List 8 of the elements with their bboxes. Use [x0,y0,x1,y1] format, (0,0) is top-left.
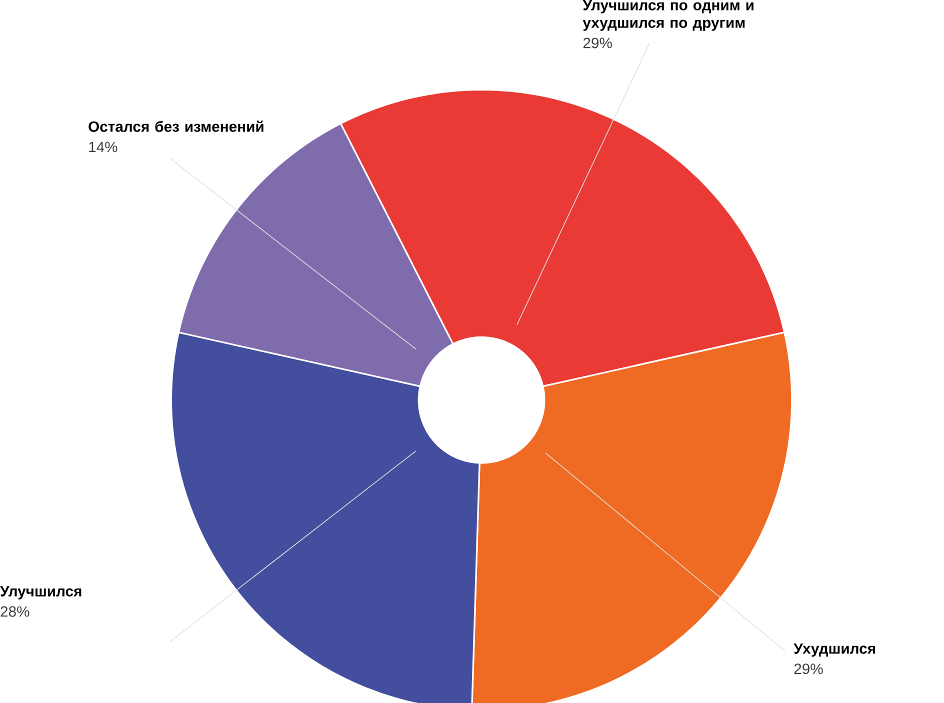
data-label: 28% [0,606,30,617]
slice-label: Улучшился по одним и ухудшился по другим [582,0,754,31]
data-label: 29% [583,38,612,48]
slice-label: Остался без изменений [88,120,264,132]
slice-label: Улучшился [0,586,82,600]
data-label: 29% [794,663,823,674]
data-label: 14% [89,142,118,152]
slice-label: Ухудшился [794,643,875,657]
